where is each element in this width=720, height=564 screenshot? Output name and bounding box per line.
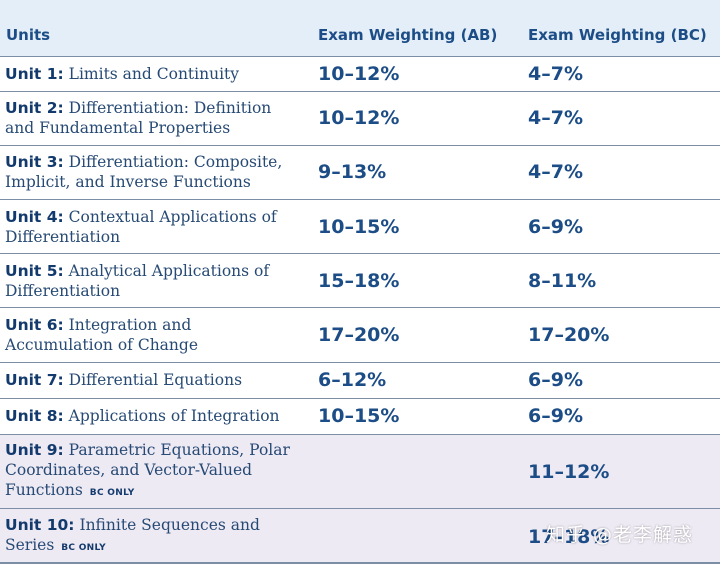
- unit-title-line: Functions: [5, 481, 83, 500]
- unit-title-line: Differentiation: Composite,: [68, 153, 283, 172]
- unit-number: Unit 7:: [5, 371, 64, 390]
- table-row: Unit 9: Parametric Equations, Polar Coord…: [0, 433, 720, 509]
- ab-weighting: 10–12%: [314, 55, 524, 92]
- unit-cell: Unit 10: Infinite Sequences and Series BC…: [0, 508, 314, 564]
- unit-title-line: Applications of Integration: [68, 407, 280, 426]
- unit-title-line: Differentiation: Definition: [68, 99, 272, 118]
- unit-title-line: and Fundamental Properties: [5, 119, 231, 138]
- unit-number: Unit 6:: [5, 316, 64, 335]
- unit-cell: Unit 1: Limits and Continuity: [0, 55, 314, 92]
- unit-title-line: Coordinates, and Vector-Valued: [5, 461, 253, 480]
- ab-weighting: 10–15%: [314, 397, 524, 435]
- unit-title-line: Series: [5, 536, 55, 555]
- table-row: Unit 8: Applications of Integration 10–1…: [0, 397, 720, 435]
- ab-weighting: 6–12%: [314, 361, 524, 399]
- bc-weighting: 6–9%: [524, 361, 720, 399]
- unit-cell: Unit 4: Contextual Applications of Differ…: [0, 199, 314, 254]
- unit-number: Unit 9:: [5, 441, 64, 460]
- table-row: Unit 2: Differentiation: Definition and F…: [0, 90, 720, 146]
- table-row: Unit 1: Limits and Continuity 10–12% 4–7…: [0, 55, 720, 92]
- unit-number: Unit 8:: [5, 407, 64, 426]
- bc-only-tag: BC ONLY: [61, 543, 106, 554]
- unit-cell: Unit 2: Differentiation: Definition and F…: [0, 90, 314, 146]
- unit-cell: Unit 7: Differential Equations: [0, 361, 314, 399]
- ab-weighting: [314, 433, 524, 509]
- unit-title-line: Infinite Sequences and: [79, 516, 260, 535]
- table-row: Unit 7: Differential Equations 6–12% 6–9…: [0, 361, 720, 399]
- bc-only-tag: BC ONLY: [89, 488, 135, 499]
- bc-weighting: 8–11%: [524, 253, 720, 308]
- unit-title-line: Limits and Continuity: [68, 64, 240, 83]
- unit-cell: Unit 9: Parametric Equations, Polar Coord…: [0, 433, 314, 509]
- unit-title-line: Differentiation: [5, 281, 121, 300]
- watermark: 知乎 @老李解惑: [546, 524, 694, 546]
- unit-title-line: Integration and: [68, 316, 192, 335]
- unit-cell: Unit 6: Integration and Accumulation of C…: [0, 307, 314, 363]
- unit-cell: Unit 3: Differentiation: Composite, Impli…: [0, 144, 314, 200]
- table-bottom-border: [0, 562, 720, 564]
- unit-cell: Unit 5: Analytical Applications of Differ…: [0, 253, 314, 308]
- unit-title-line: Implicit, and Inverse Functions: [5, 173, 251, 192]
- bc-weighting: 6–9%: [524, 199, 720, 254]
- bc-weighting: 6–9%: [524, 397, 720, 435]
- bc-weighting: 4–7%: [524, 90, 720, 146]
- unit-number: Unit 4:: [5, 207, 64, 226]
- unit-title-line: Differential Equations: [68, 371, 243, 390]
- unit-number: Unit 3:: [5, 153, 64, 172]
- ab-weighting: [314, 508, 524, 564]
- ab-weighting: 9–13%: [314, 144, 524, 200]
- bc-weighting: 4–7%: [524, 144, 720, 200]
- unit-title-line: Analytical Applications of: [68, 261, 270, 280]
- table-row: Unit 6: Integration and Accumulation of C…: [0, 307, 720, 363]
- unit-title-line: Accumulation of Change: [5, 336, 199, 355]
- table-header-row: Units Exam Weighting (AB) Exam Weighting…: [0, 0, 720, 56]
- bc-weighting: 4–7%: [524, 55, 720, 92]
- bc-weighting: 11–12%: [524, 433, 720, 509]
- unit-cell: Unit 8: Applications of Integration: [0, 397, 314, 435]
- unit-number: Unit 1:: [5, 64, 64, 83]
- bc-weighting: 17–20%: [524, 307, 720, 363]
- unit-number: Unit 10:: [5, 516, 75, 535]
- unit-number: Unit 5:: [5, 261, 64, 280]
- ab-weighting: 10–15%: [314, 199, 524, 254]
- header-units: Units: [6, 25, 51, 44]
- header-exam-weighting-ab: Exam Weighting (AB): [318, 25, 498, 44]
- unit-title-line: Contextual Applications of: [68, 207, 277, 226]
- unit-title-line: Parametric Equations, Polar: [68, 441, 290, 460]
- unit-title-line: Differentiation: [5, 227, 121, 246]
- bc-weighting: 17–18%: [524, 508, 720, 564]
- table-row: Unit 3: Differentiation: Composite, Impli…: [0, 144, 720, 200]
- header-exam-weighting-bc: Exam Weighting (BC): [528, 25, 707, 44]
- table-row: Unit 4: Contextual Applications of Differ…: [0, 199, 720, 254]
- ab-weighting: 15–18%: [314, 253, 524, 308]
- ab-weighting: 10–12%: [314, 90, 524, 146]
- ab-weighting: 17–20%: [314, 307, 524, 363]
- table-row: Unit 10: Infinite Sequences and Series BC…: [0, 508, 720, 564]
- table-row: Unit 5: Analytical Applications of Differ…: [0, 253, 720, 308]
- unit-number: Unit 2:: [5, 99, 64, 118]
